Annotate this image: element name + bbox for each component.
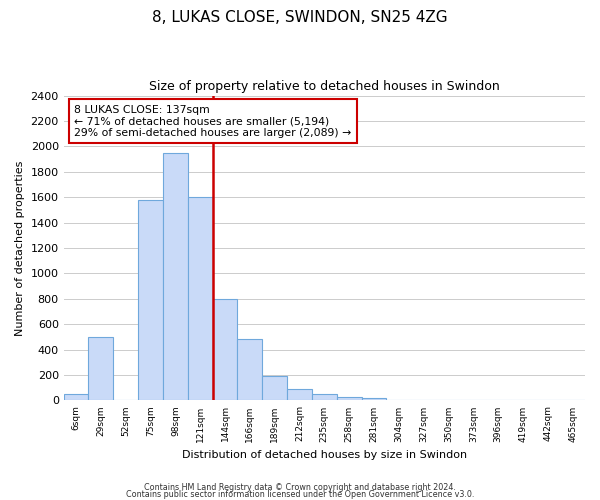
Bar	[138, 200, 163, 400]
Text: Contains HM Land Registry data © Crown copyright and database right 2024.: Contains HM Land Registry data © Crown c…	[144, 484, 456, 492]
Bar	[212, 299, 238, 400]
Bar	[163, 152, 188, 400]
Bar	[238, 340, 262, 400]
Bar	[337, 396, 362, 400]
Bar	[312, 394, 337, 400]
Bar	[287, 389, 312, 400]
Text: Contains public sector information licensed under the Open Government Licence v3: Contains public sector information licen…	[126, 490, 474, 499]
Bar	[262, 376, 287, 400]
Y-axis label: Number of detached properties: Number of detached properties	[15, 160, 25, 336]
Text: 8 LUKAS CLOSE: 137sqm
← 71% of detached houses are smaller (5,194)
29% of semi-d: 8 LUKAS CLOSE: 137sqm ← 71% of detached …	[74, 104, 352, 138]
Bar	[88, 337, 113, 400]
X-axis label: Distribution of detached houses by size in Swindon: Distribution of detached houses by size …	[182, 450, 467, 460]
Bar	[64, 394, 88, 400]
Bar	[188, 197, 212, 400]
Bar	[362, 398, 386, 400]
Title: Size of property relative to detached houses in Swindon: Size of property relative to detached ho…	[149, 80, 500, 93]
Text: 8, LUKAS CLOSE, SWINDON, SN25 4ZG: 8, LUKAS CLOSE, SWINDON, SN25 4ZG	[152, 10, 448, 25]
